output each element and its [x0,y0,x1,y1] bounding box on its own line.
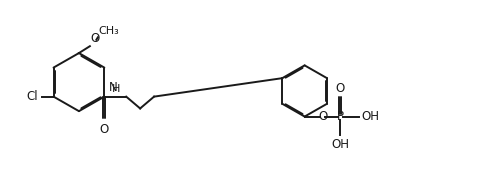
Text: O: O [100,123,109,136]
Text: CH₃: CH₃ [99,26,120,36]
Text: O: O [91,32,100,45]
Text: H: H [112,84,120,94]
Text: P: P [337,110,344,123]
Text: OH: OH [362,110,379,123]
Text: O: O [318,110,327,123]
Text: Cl: Cl [26,90,38,103]
Text: O: O [336,82,345,95]
Text: N: N [109,81,118,94]
Text: OH: OH [332,138,349,151]
